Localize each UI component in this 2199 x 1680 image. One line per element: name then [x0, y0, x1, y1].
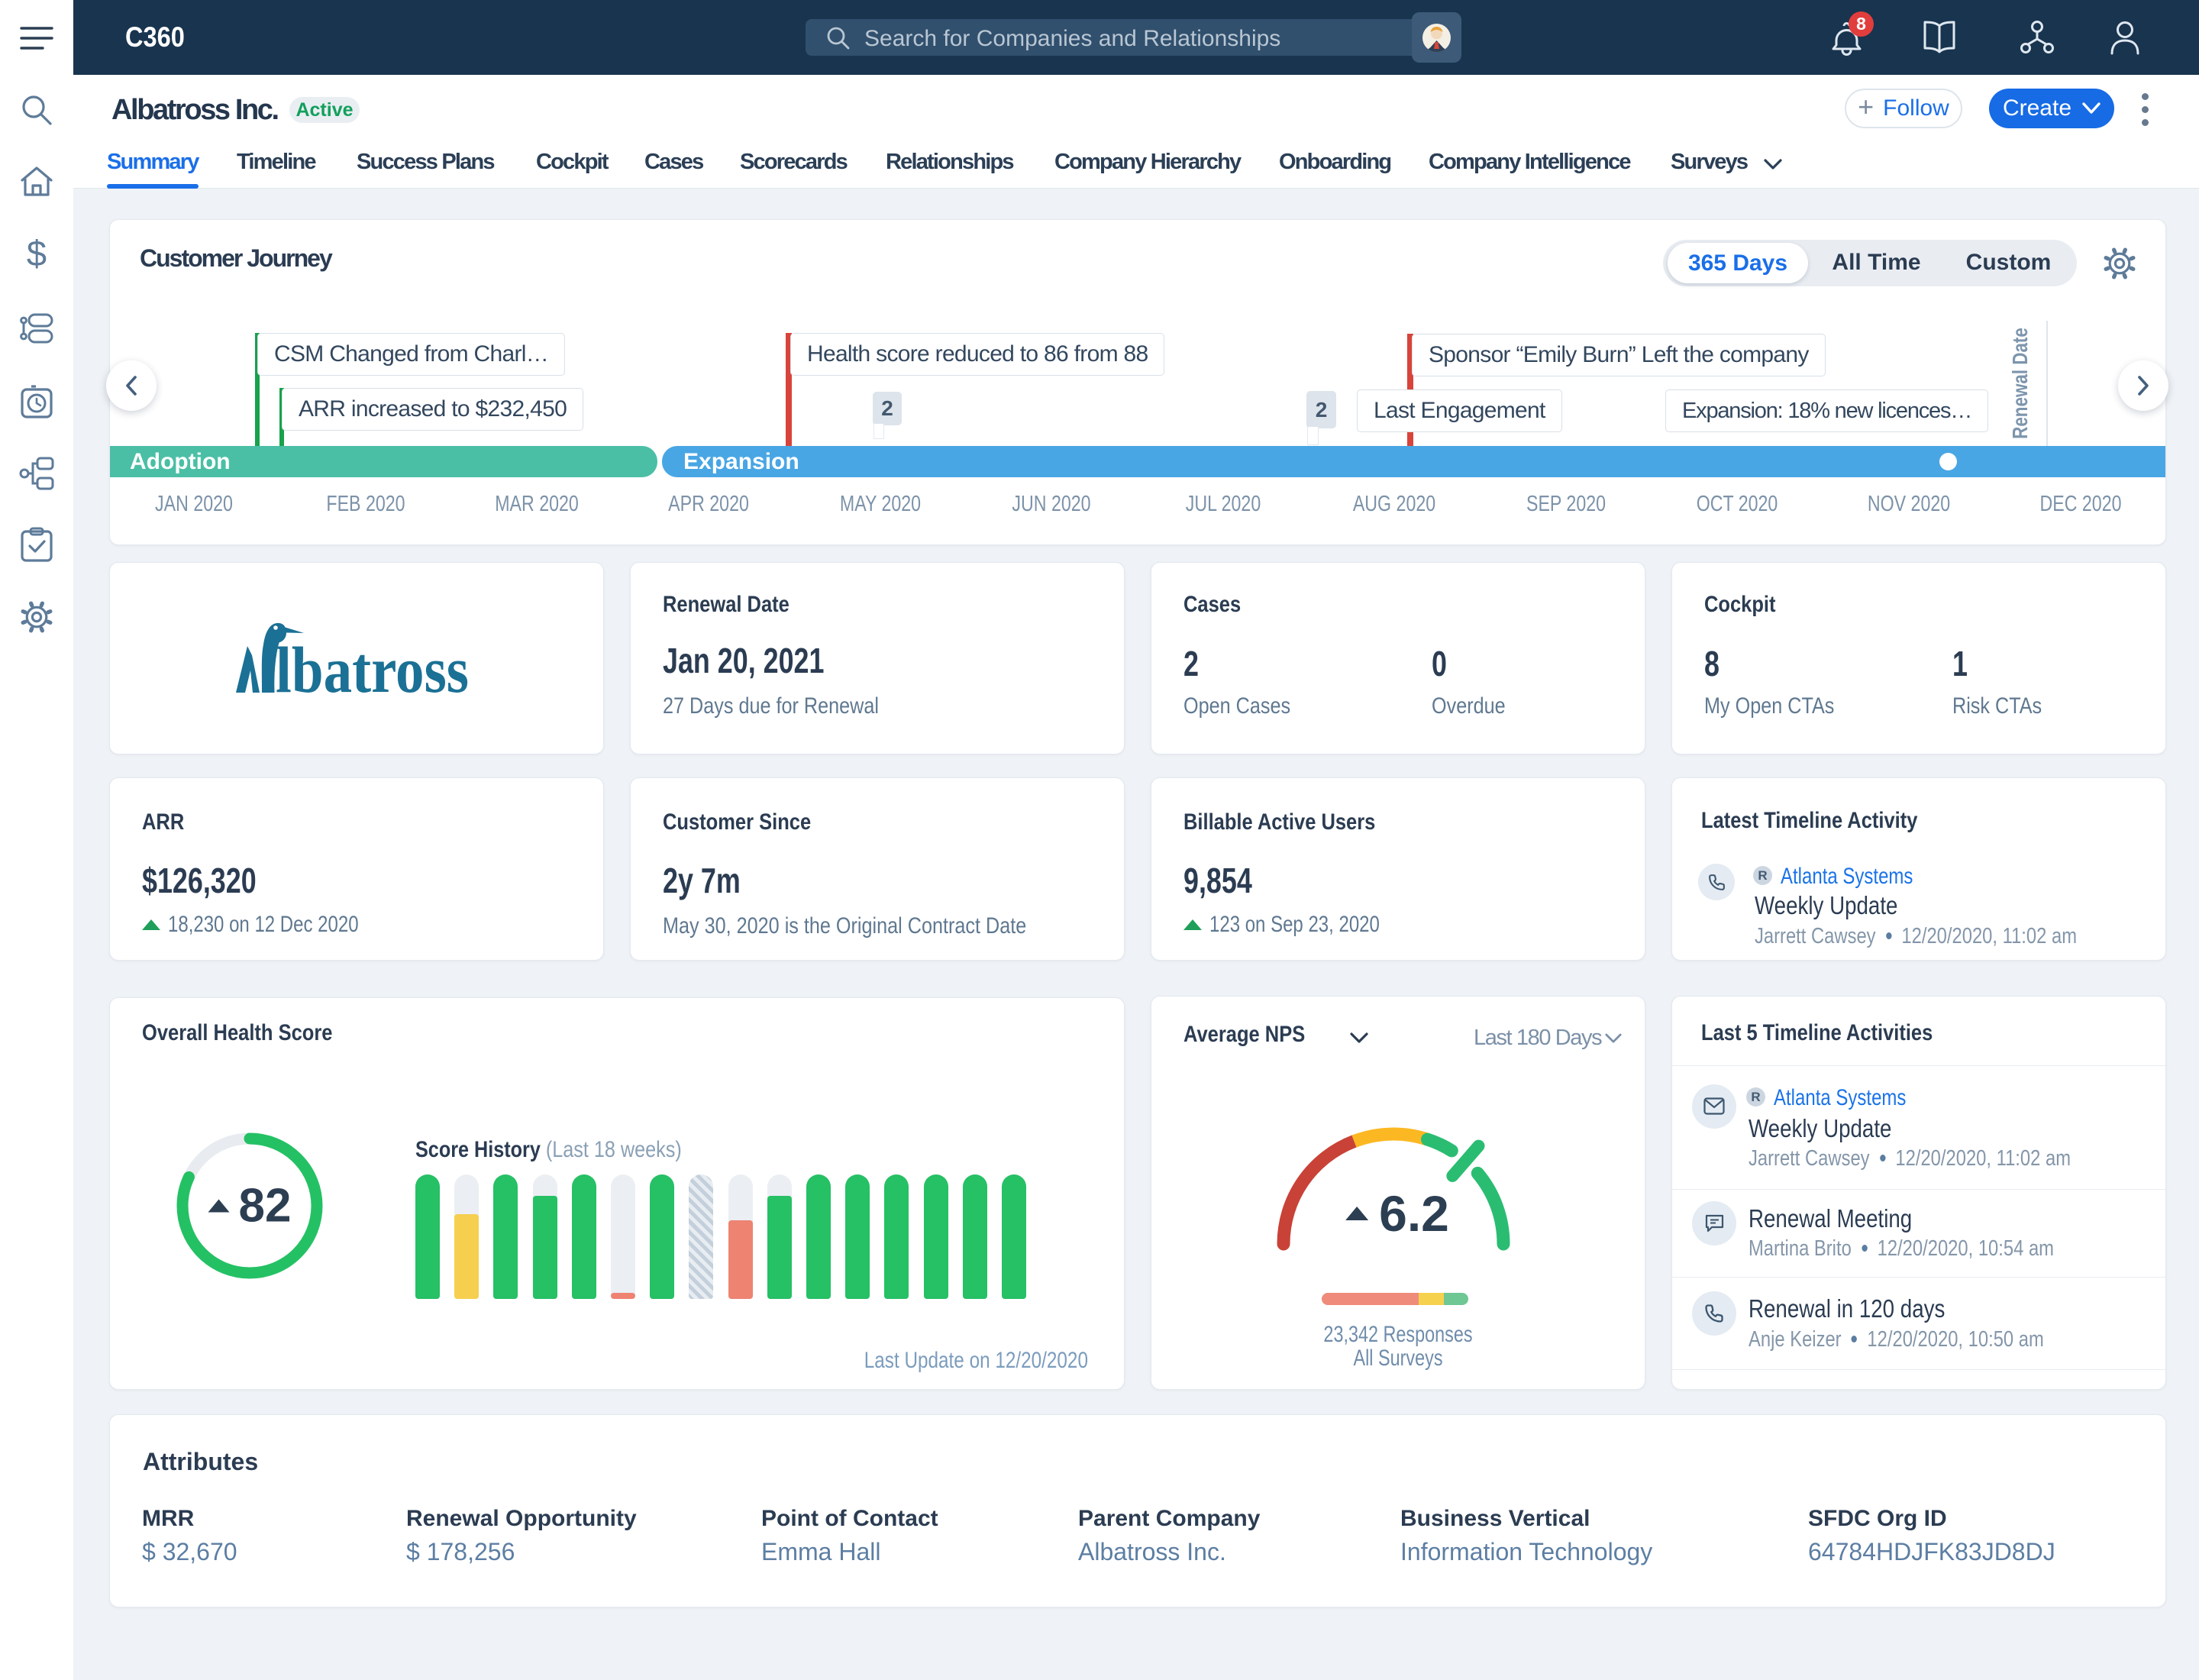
svg-text:lbatross: lbatross: [276, 633, 469, 701]
